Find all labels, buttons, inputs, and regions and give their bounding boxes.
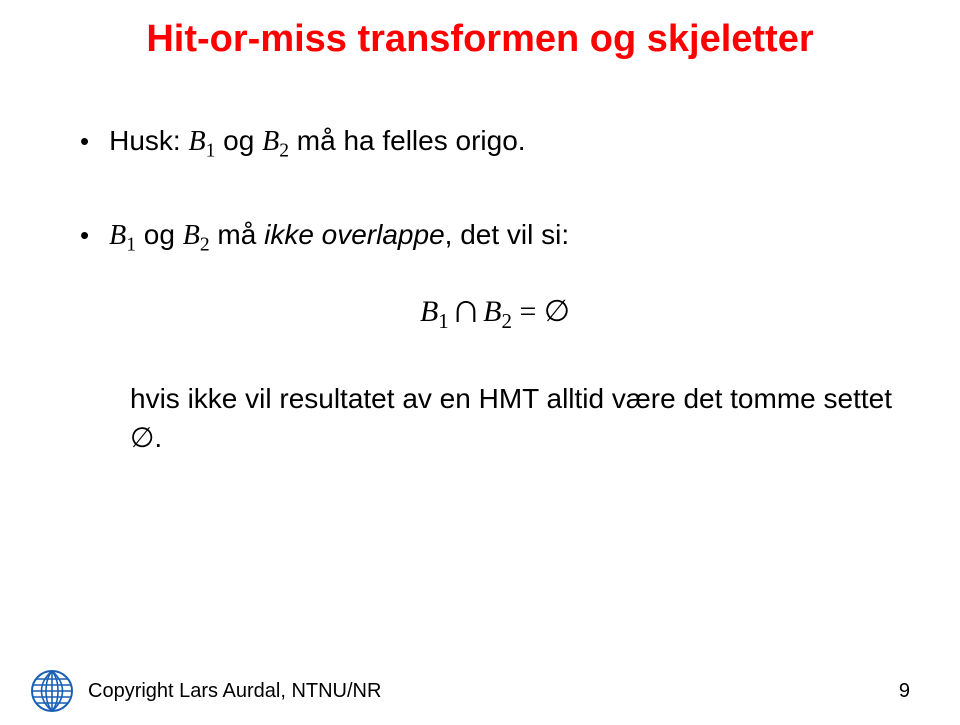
page-number: 9 <box>899 680 910 703</box>
footer-left: Copyright Lars Aurdal, NTNU/NR <box>30 669 381 713</box>
math-sub: 1 <box>126 235 136 256</box>
equation: B1∩B2 = ∅ <box>80 294 910 334</box>
bullet-2: • B1 og B2 må ikke overlappe, det vil si… <box>80 215 910 259</box>
footer: Copyright Lars Aurdal, NTNU/NR 9 <box>0 669 960 713</box>
text-fragment: hvis ikke vil resultatet av en HMT allti… <box>130 383 892 414</box>
bullet-dot-icon: • <box>80 128 89 154</box>
math-var: B <box>109 220 126 251</box>
bullet-1: • Husk: B1 og B2 må ha felles origo. <box>80 121 910 165</box>
math-var: B <box>183 220 200 251</box>
math-sub: 1 <box>206 141 216 162</box>
text-fragment: og <box>136 219 183 250</box>
globe-logo-icon <box>30 669 74 713</box>
emptyset-icon: ∅ <box>544 295 570 328</box>
math-var: B <box>483 295 501 328</box>
math-sub: 2 <box>501 309 512 333</box>
slide-title: Hit-or-miss transformen og skjeletter <box>50 18 910 61</box>
math-var: B <box>262 126 279 157</box>
math-sub: 2 <box>200 235 210 256</box>
text-fragment: og <box>215 125 262 156</box>
follow-text: hvis ikke vil resultatet av en HMT allti… <box>80 379 910 458</box>
text-fragment: . <box>154 422 162 453</box>
bullet-dot-icon: • <box>80 222 89 248</box>
copyright-text: Copyright Lars Aurdal, NTNU/NR <box>88 680 381 703</box>
intersection-icon: ∩ <box>451 293 481 327</box>
content-area: • Husk: B1 og B2 må ha felles origo. • B… <box>50 121 910 458</box>
bullet-2-text: B1 og B2 må ikke overlappe, det vil si: <box>109 215 569 259</box>
equals-sign: = <box>512 295 544 328</box>
bullet-1-text: Husk: B1 og B2 må ha felles origo. <box>109 121 525 165</box>
text-fragment: Husk: <box>109 125 188 156</box>
text-fragment: må ha felles origo. <box>289 125 526 156</box>
text-fragment: , det vil si: <box>445 219 569 250</box>
text-fragment: må <box>210 219 264 250</box>
emptyset-icon: ∅ <box>130 423 154 454</box>
slide-page: Hit-or-miss transformen og skjeletter • … <box>0 0 960 725</box>
text-italic: ikke overlappe <box>264 219 445 250</box>
math-var: B <box>420 295 438 328</box>
math-var: B <box>188 126 205 157</box>
math-sub: 1 <box>438 309 449 333</box>
math-sub: 2 <box>279 141 289 162</box>
